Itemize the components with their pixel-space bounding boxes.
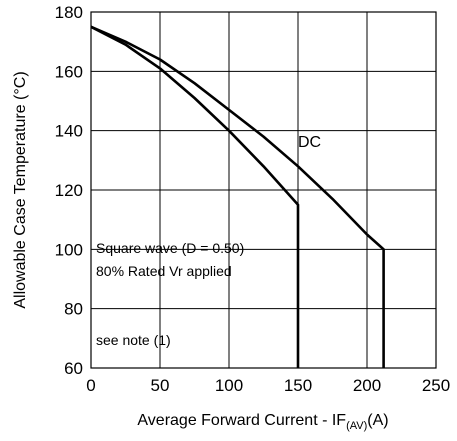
y-tick-label: 100 — [55, 240, 83, 259]
square-wave-series-line — [90, 25, 300, 368]
y-tick-label: 180 — [55, 3, 83, 22]
grid-lines — [91, 12, 436, 368]
y-axis-label: Allowable Case Temperature (°C) — [12, 71, 29, 308]
series-lines — [90, 25, 385, 368]
x-axis-label: Average Forward Current - IF(AV)(A) — [137, 412, 388, 432]
x-tick-label: 150 — [284, 376, 312, 395]
tick-labels: 0 50 100 150 200 250 60 80 100 120 140 160 180 — [55, 3, 451, 395]
rated-vr-label: 80% Rated Vr applied — [96, 263, 232, 279]
square-wave-label: Square wave (D = 0.50) — [96, 240, 244, 256]
x-tick-label: 50 — [151, 376, 170, 395]
x-tick-label: 200 — [353, 376, 381, 395]
x-axis-label-suffix: (A) — [367, 412, 388, 429]
y-tick-label: 140 — [55, 122, 83, 141]
plot-frame — [90, 11, 437, 369]
y-tick-label: 80 — [64, 300, 83, 319]
y-tick-label: 160 — [55, 62, 83, 81]
x-axis-label-prefix: Average Forward Current - I — [137, 412, 336, 429]
x-axis-label-sub1: F — [336, 412, 346, 429]
y-tick-label: 120 — [55, 181, 83, 200]
x-tick-label: 0 — [86, 376, 95, 395]
x-tick-label: 100 — [215, 376, 243, 395]
dc-label: DC — [298, 134, 321, 151]
x-tick-label: 250 — [422, 376, 450, 395]
x-axis-label-sub2: (AV) — [346, 420, 367, 432]
y-tick-label: 60 — [64, 359, 83, 378]
note-label: see note (1) — [96, 332, 171, 348]
dc-series-line — [90, 25, 385, 368]
